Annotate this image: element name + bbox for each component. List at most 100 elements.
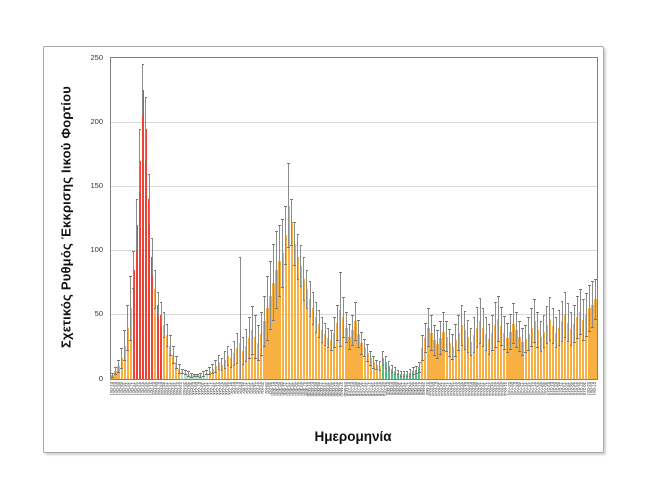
error-bar-cap bbox=[260, 355, 263, 356]
error-bar bbox=[534, 299, 536, 344]
bar bbox=[451, 346, 454, 379]
error-bar-cap bbox=[153, 307, 157, 309]
error-bar-cap bbox=[187, 375, 190, 377]
error-bar-cap bbox=[381, 365, 385, 367]
error-bar-cap bbox=[247, 317, 251, 319]
error-bar-cap bbox=[326, 327, 330, 329]
error-bar-cap bbox=[463, 348, 467, 350]
bar bbox=[345, 327, 348, 379]
error-bar bbox=[306, 269, 308, 309]
bar bbox=[163, 325, 166, 379]
error-bar-cap bbox=[159, 326, 163, 328]
error-bar bbox=[564, 291, 566, 338]
bar bbox=[314, 317, 318, 379]
error-bar-cap bbox=[575, 295, 579, 297]
error-bar-cap bbox=[235, 332, 239, 334]
error-bar-cap bbox=[196, 373, 199, 375]
error-bar-cap bbox=[393, 367, 397, 369]
error-bar bbox=[406, 371, 408, 377]
error-bar-cap bbox=[135, 249, 139, 251]
bar bbox=[545, 325, 548, 379]
bar bbox=[132, 269, 135, 379]
bar bbox=[311, 308, 315, 379]
error-bar-cap bbox=[257, 360, 260, 362]
error-bar bbox=[145, 96, 147, 161]
error-bar bbox=[276, 231, 277, 309]
error-bar-cap bbox=[326, 347, 330, 349]
error-bar bbox=[151, 237, 153, 277]
error-bar-cap bbox=[585, 335, 588, 337]
error-bar bbox=[215, 359, 217, 373]
error-bar bbox=[312, 291, 314, 326]
error-bar-cap bbox=[266, 339, 269, 341]
error-bar-cap bbox=[393, 374, 397, 376]
error-bar bbox=[315, 301, 317, 333]
y-tick-label: 50 bbox=[94, 309, 103, 319]
error-bar-cap bbox=[305, 307, 309, 309]
error-bar bbox=[321, 317, 323, 344]
bar bbox=[524, 339, 527, 379]
error-bar-cap bbox=[165, 346, 169, 347]
bar bbox=[245, 345, 248, 379]
error-bar-cap bbox=[241, 336, 245, 338]
error-bar-cap bbox=[594, 278, 597, 280]
error-bar-cap bbox=[436, 330, 439, 332]
bar bbox=[469, 341, 473, 379]
error-bar bbox=[251, 305, 253, 355]
error-bar bbox=[552, 308, 554, 345]
error-bar bbox=[400, 371, 402, 377]
error-bar-cap bbox=[232, 340, 236, 342]
error-bar-cap bbox=[515, 347, 518, 349]
error-bar-cap bbox=[503, 348, 506, 350]
bar bbox=[503, 332, 506, 379]
error-bar bbox=[197, 373, 198, 377]
error-bar-cap bbox=[226, 345, 230, 347]
error-bar-cap bbox=[244, 328, 248, 330]
error-bar bbox=[358, 319, 359, 349]
error-bar-cap bbox=[369, 350, 372, 352]
error-bar bbox=[136, 199, 138, 251]
error-bar-cap bbox=[466, 319, 470, 321]
error-bar-cap bbox=[487, 353, 491, 355]
error-bar-cap bbox=[354, 339, 357, 341]
error-bar-cap bbox=[460, 344, 464, 346]
error-bar-cap bbox=[345, 312, 348, 314]
error-bar bbox=[154, 269, 156, 309]
error-bar-cap bbox=[430, 349, 433, 351]
error-bar bbox=[327, 327, 329, 349]
bar bbox=[567, 322, 570, 379]
error-bar bbox=[470, 327, 472, 356]
bar bbox=[472, 335, 476, 379]
error-bar bbox=[163, 312, 165, 338]
error-bar-cap bbox=[387, 370, 391, 372]
bar bbox=[129, 308, 132, 379]
error-bar bbox=[376, 359, 378, 371]
error-bar-cap bbox=[232, 365, 236, 367]
error-bar-cap bbox=[539, 321, 543, 323]
error-bar-cap bbox=[120, 348, 123, 350]
error-bar-cap bbox=[378, 370, 382, 372]
error-bar-cap bbox=[175, 355, 178, 357]
error-bar-cap bbox=[527, 317, 530, 319]
error-bar bbox=[112, 372, 113, 378]
error-bar-cap bbox=[424, 322, 427, 324]
error-bar bbox=[443, 312, 445, 351]
gridline bbox=[111, 121, 597, 123]
error-bar bbox=[175, 355, 177, 369]
error-bar-cap bbox=[253, 314, 257, 316]
error-bar bbox=[588, 285, 590, 332]
error-bar-cap bbox=[509, 313, 512, 315]
error-bar-cap bbox=[290, 244, 294, 246]
error-bar bbox=[567, 303, 569, 342]
error-bar-cap bbox=[421, 335, 424, 337]
bar bbox=[135, 224, 138, 379]
gridline bbox=[111, 250, 597, 252]
error-bar bbox=[388, 361, 390, 372]
error-bar-cap bbox=[332, 347, 336, 349]
error-bar-cap bbox=[509, 348, 512, 350]
error-bar-cap bbox=[369, 365, 372, 367]
error-bar bbox=[525, 325, 527, 354]
bar bbox=[160, 314, 163, 379]
error-bar-cap bbox=[156, 316, 160, 318]
